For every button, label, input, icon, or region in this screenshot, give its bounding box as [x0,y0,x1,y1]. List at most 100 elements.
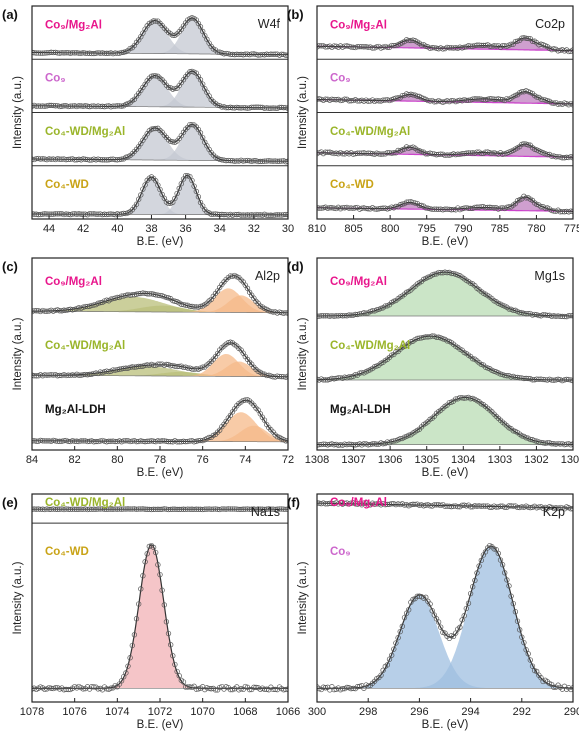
data-point [542,312,548,318]
series-label: Co₄-WD [45,179,89,191]
data-point [357,150,363,156]
data-point [467,590,474,597]
data-point [178,181,184,187]
panel-d: Co₉/Mg₂Al Co₄-WD/Mg₂Al Mg₂Al-LDH 1308 1307 13… [287,257,579,479]
component-peak [32,20,288,55]
data-point [276,373,283,380]
data-point [395,147,401,154]
data-point [283,309,288,316]
series-label: Mg₂Al-LDH [330,404,391,416]
data-point [206,685,212,692]
data-point [187,69,193,75]
data-point [33,155,39,162]
component-peak [32,371,288,377]
series-label: Co₉/Mg₂Al [330,276,387,288]
data-point [180,506,187,512]
data-point [150,544,157,551]
data-point [97,211,103,217]
data-point [270,158,276,164]
data-point [459,395,465,401]
data-point [257,212,263,218]
component-peak [317,336,573,380]
data-point [257,158,263,165]
data-point [506,204,512,210]
data-point [123,670,129,676]
plot-area-e [32,506,288,693]
data-point [153,73,159,79]
data-point [285,310,288,316]
data-point [133,616,140,622]
x-tick-label: 76 [197,454,209,466]
data-point [416,593,423,599]
data-point [33,506,39,512]
data-point [138,192,144,198]
data-point [200,364,206,370]
x-axis-label: B.E. (eV) [422,719,469,731]
x-tick-label: 296 [410,706,428,718]
data-point [337,312,344,319]
data-point [251,104,257,110]
data-point [42,686,48,693]
data-point [318,313,324,319]
data-point [104,439,110,445]
data-point [46,156,52,162]
data-point [276,506,283,512]
data-point [104,211,110,218]
data-point [225,506,231,512]
x-axis-label: B.E. (eV) [422,467,469,479]
data-point [421,334,427,341]
data-point [463,605,469,612]
data-point [223,684,229,690]
x-tick-label: 1308 [305,454,329,466]
data-point [270,51,276,57]
panel-a: Co₉/Mg₂Al Co₉ Co₄-WD/Mg₂Al Co₄-WD 44 42 40 38 36… [2,5,294,248]
y-axis-label: Intensity (a.u.) [297,317,309,390]
data-point [97,156,103,163]
data-point [251,506,257,512]
data-point [276,158,283,164]
data-point [238,51,244,58]
data-point [212,211,219,217]
data-point [180,438,187,444]
data-point [523,311,529,317]
data-point [348,374,354,380]
data-point [155,506,161,512]
data-point [153,125,159,132]
data-point [457,624,463,630]
data-point [159,587,165,593]
data-point [72,211,78,217]
series-label: Co₄-WD/Mg₂Al [45,126,125,138]
data-point [84,103,91,109]
x-tick-label: 1304 [451,454,475,466]
data-point [446,206,452,213]
data-point [153,18,159,24]
data-point [363,44,369,50]
data-point [200,28,206,35]
data-point [285,52,288,58]
data-point [225,212,231,218]
data-point [418,202,425,209]
data-point [551,684,557,690]
data-point [512,609,519,615]
data-point [138,586,144,592]
component-peak [32,295,288,313]
data-point [84,506,91,513]
data-point [189,121,195,128]
data-point [482,549,489,555]
data-point [285,212,288,218]
data-point [448,633,455,639]
data-point [244,285,251,291]
data-point [104,506,110,512]
x-tick-label: 780 [527,223,545,235]
data-point [197,77,204,83]
x-tick-label: 72 [282,454,294,466]
data-point [174,363,180,370]
data-point [529,312,536,318]
series-label: Mg₂Al-LDH [45,404,106,416]
data-point [423,594,429,600]
data-point [412,200,418,206]
data-point [570,155,573,161]
x-tick-label: 800 [381,223,399,235]
data-point [170,653,176,659]
data-point [555,440,561,447]
